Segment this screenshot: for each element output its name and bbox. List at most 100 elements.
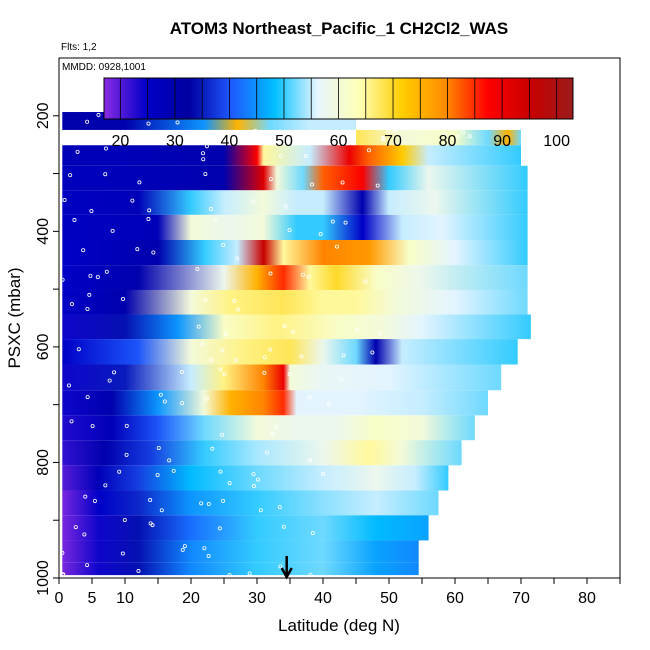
sample-marker (203, 298, 208, 303)
sample-marker (203, 172, 208, 177)
heatmap-band (62, 490, 439, 516)
sample-marker (210, 446, 215, 451)
x-tick-label: 10 (116, 590, 134, 607)
latitude-marker-arrow (280, 556, 293, 580)
heatmap-band (62, 364, 502, 391)
sample-marker (60, 550, 65, 555)
sample-marker (87, 292, 92, 297)
colorbar-tick-label: 30 (166, 133, 184, 150)
heatmap-band (356, 129, 521, 146)
sample-marker (124, 423, 129, 428)
x-axis-label: Latitude (deg N) (278, 616, 400, 635)
y-tick-label: 400 (35, 218, 52, 245)
sample-marker (334, 244, 339, 249)
sample-marker (66, 383, 71, 388)
sample-marker (281, 524, 286, 529)
sample-marker (112, 370, 117, 375)
heatmap-band (62, 214, 528, 240)
sample-marker (251, 484, 256, 489)
sample-marker (75, 149, 80, 154)
sample-marker (310, 531, 315, 536)
sample-marker (467, 134, 472, 139)
sample-marker (103, 483, 108, 488)
sample-marker (85, 307, 90, 312)
sample-marker (110, 228, 115, 233)
sample-marker (306, 274, 311, 279)
sample-marker (282, 323, 287, 328)
sample-marker (253, 128, 258, 133)
sample-marker (69, 419, 74, 424)
sample-marker (300, 272, 305, 277)
sample-marker (220, 498, 225, 503)
sample-marker (262, 355, 267, 360)
sample-marker (340, 180, 345, 185)
sample-marker (318, 232, 323, 237)
sample-marker (89, 208, 94, 213)
sample-marker (308, 573, 313, 578)
sample-marker (307, 395, 312, 400)
sample-marker (68, 173, 73, 178)
sample-marker (206, 553, 211, 558)
sample-marker (69, 302, 74, 307)
sample-marker (175, 120, 180, 125)
sample-marker (251, 472, 256, 477)
sample-marker (330, 219, 335, 224)
sample-marker (159, 508, 164, 513)
sample-marker (88, 273, 93, 278)
sample-marker (209, 358, 214, 363)
sample-marker (355, 327, 360, 332)
y-tick-label: 600 (35, 333, 52, 360)
sample-marker (124, 452, 129, 457)
sample-marker (122, 517, 127, 522)
sample-marker (151, 250, 156, 255)
chart-title: ATOM3 Northeast_Pacific_1 CH2Cl2_WAS (170, 19, 509, 38)
sample-marker (90, 424, 95, 429)
sample-marker (268, 347, 273, 352)
sample-marker (287, 372, 292, 377)
sample-marker (146, 121, 151, 126)
sample-marker (82, 532, 87, 537)
sample-marker (201, 157, 206, 162)
sample-marker (60, 277, 65, 282)
heatmap-band (62, 190, 528, 215)
sample-marker (366, 148, 371, 153)
sample-marker (167, 458, 172, 463)
dates-label: MMDD: 0928,1001 (62, 62, 146, 73)
sample-marker (321, 472, 326, 477)
sample-marker (202, 546, 207, 551)
sample-marker (278, 564, 283, 569)
sample-marker (204, 144, 209, 149)
x-tick-label: 30 (248, 590, 266, 607)
sample-marker (251, 199, 256, 204)
sample-marker (76, 347, 81, 352)
heatmap-bands (62, 89, 531, 576)
sample-marker (235, 256, 240, 261)
x-tick-label: 80 (578, 590, 596, 607)
sample-marker (236, 307, 241, 312)
colorbar-tick-label: 20 (111, 133, 129, 150)
heatmap-band (62, 415, 475, 441)
sample-marker (117, 469, 122, 474)
sample-marker (81, 248, 86, 253)
sample-marker (381, 136, 386, 141)
heatmap-band (62, 145, 522, 166)
sample-marker (220, 348, 225, 353)
sample-marker (303, 153, 308, 158)
sample-marker (73, 525, 78, 530)
sample-marker (299, 354, 304, 359)
sample-marker (234, 358, 239, 363)
x-tick-label: 40 (314, 590, 332, 607)
sample-marker (290, 329, 295, 334)
sample-marker (268, 271, 273, 276)
sample-marker (200, 342, 205, 347)
sample-marker (146, 217, 151, 222)
heatmap-band (62, 515, 429, 541)
sample-marker (283, 204, 288, 209)
x-tick-label: 5 (88, 590, 97, 607)
marker-head (280, 567, 293, 580)
sample-marker (137, 180, 142, 185)
sample-marker (375, 183, 380, 188)
sample-marker (162, 399, 167, 404)
x-tick-label: 20 (182, 590, 200, 607)
sample-marker (227, 481, 232, 486)
